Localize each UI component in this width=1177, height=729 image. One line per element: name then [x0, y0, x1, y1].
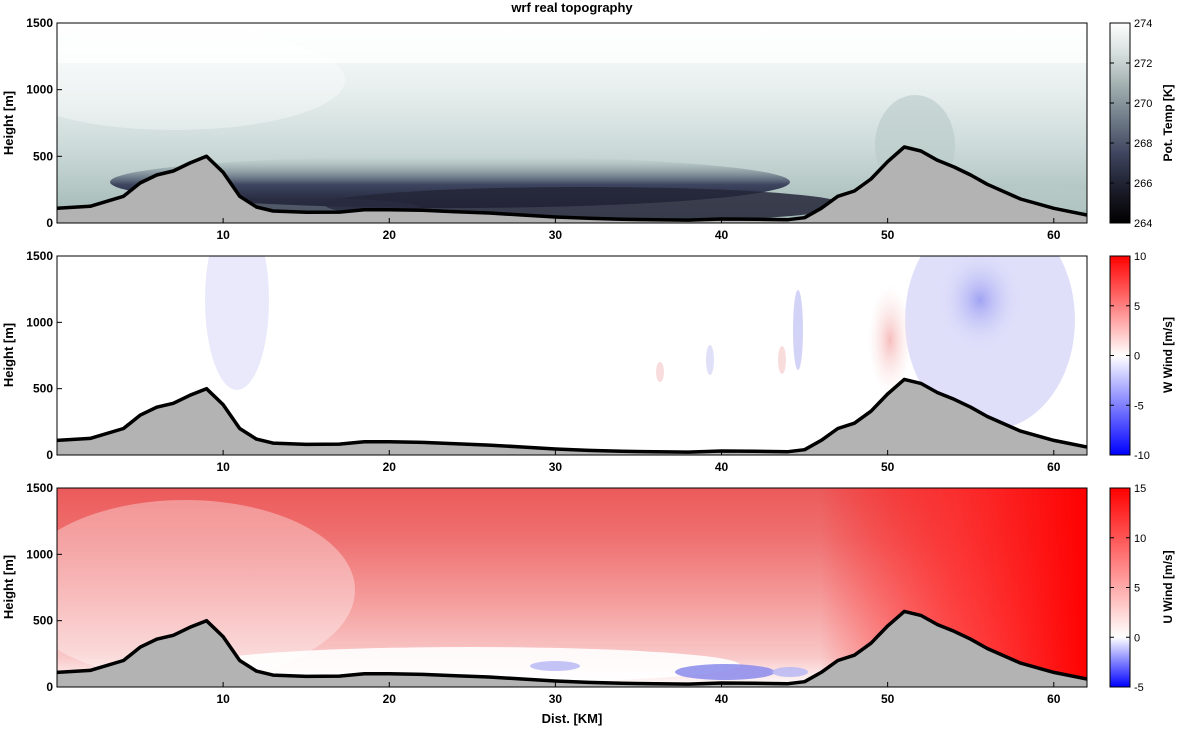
x-axis: 10 20 30 40 50 60 [216, 218, 1061, 242]
colorbar-tick-label: -5 [1134, 400, 1144, 412]
axes-frame [56, 255, 1088, 456]
x-tick-label: 60 [1047, 692, 1061, 706]
colorbar-tick-label: 270 [1134, 98, 1152, 110]
plot-area [57, 23, 1087, 223]
colorbar-ticks: 10 5 0 -5 -10 [1110, 251, 1150, 462]
weak-wind-region [57, 500, 355, 680]
colorbar-label: Pot. Temp [K] [1161, 84, 1175, 161]
reverse-flow-region [772, 667, 808, 677]
updraft-region [868, 285, 912, 395]
colorbar-tick-label: 0 [1134, 632, 1140, 644]
x-tick-label: 50 [881, 460, 895, 474]
x-axis-label: Dist. [KM] [542, 711, 603, 726]
terrain [57, 145, 1087, 223]
x-tick-label: 60 [1047, 460, 1061, 474]
terrain [57, 609, 1087, 687]
colorbar-label: W Wind [m/s] [1161, 317, 1175, 393]
x-tick-label: 50 [881, 692, 895, 706]
terrain-outline [57, 377, 1087, 454]
downdraft-region [793, 290, 803, 370]
colorbar: 15 10 5 0 -5 U Wind [m/s] [1109, 483, 1175, 694]
chart-title: wrf real topography [510, 0, 633, 15]
terrain [57, 377, 1087, 455]
y-tick-label: 0 [46, 216, 53, 230]
x-tick-label: 20 [383, 692, 397, 706]
y-tick-label: 500 [33, 614, 53, 628]
colorbar-ticks: 274 272 270 268 266 264 [1110, 18, 1152, 230]
colorbar-tick-label: 15 [1134, 483, 1146, 495]
y-axis: 0 500 1000 1500 [26, 249, 62, 462]
colorbar-tick-label: 5 [1134, 301, 1140, 313]
y-axis-label: Height [m] [1, 555, 16, 619]
y-tick-label: 500 [33, 149, 53, 163]
updraft-region [778, 346, 786, 374]
terrain-outline [57, 145, 1087, 222]
plot-area [57, 488, 1087, 687]
y-tick-label: 1500 [26, 249, 53, 263]
downdraft-region [706, 345, 714, 375]
colorbar-tick-label: 10 [1134, 251, 1146, 263]
y-axis: 0 500 1000 1500 [26, 16, 62, 230]
y-tick-label: 1500 [26, 16, 53, 30]
colorbar-tick-label: 268 [1134, 138, 1152, 150]
colorbar: 10 5 0 -5 -10 W Wind [m/s] [1109, 251, 1175, 462]
x-tick-label: 40 [715, 228, 729, 242]
x-tick-label: 50 [881, 228, 895, 242]
weak-wind-region [200, 647, 740, 683]
upper-layer [57, 30, 345, 130]
y-axis: 0 500 1000 1500 [26, 481, 62, 694]
colorbar-tick-label: 272 [1134, 58, 1152, 70]
colorbar-ticks: 15 10 5 0 -5 [1110, 483, 1146, 694]
terrain-outline [57, 609, 1087, 686]
y-tick-label: 0 [46, 448, 53, 462]
panel-potential-temperature: 0 500 1000 1500 10 20 30 40 50 60 Height [m] 274… [1, 16, 1175, 242]
upper-layer [57, 23, 1087, 63]
colorbar-tick-label: 264 [1134, 218, 1152, 230]
y-tick-label: 1000 [26, 315, 53, 329]
reverse-flow-region [675, 664, 775, 680]
colorbar-tick-label: 266 [1134, 178, 1152, 190]
axes-frame [56, 22, 1088, 224]
x-tick-label: 60 [1047, 228, 1061, 242]
x-tick-label: 20 [383, 460, 397, 474]
x-tick-label: 10 [216, 228, 230, 242]
x-tick-label: 10 [216, 460, 230, 474]
y-axis-label: Height [m] [1, 91, 16, 155]
y-tick-label: 1000 [26, 547, 53, 561]
downdraft-region [935, 256, 1025, 355]
y-axis-label: Height [m] [1, 323, 16, 387]
y-tick-label: 1500 [26, 481, 53, 495]
x-axis: 10 20 30 40 50 60 [216, 682, 1061, 706]
colorbar: 274 272 270 268 266 264 Pot. Temp [K] [1109, 18, 1175, 230]
colorbar-tick-label: 10 [1134, 533, 1146, 545]
x-tick-label: 20 [383, 228, 397, 242]
y-tick-label: 1000 [26, 83, 53, 97]
x-tick-label: 30 [549, 460, 563, 474]
y-tick-label: 0 [46, 680, 53, 694]
downdraft-region [205, 256, 269, 390]
colorbar-tick-label: 274 [1134, 18, 1152, 30]
x-tick-label: 10 [216, 692, 230, 706]
colorbar-tick-label: -10 [1134, 450, 1150, 462]
colorbar-tick-label: -5 [1134, 682, 1144, 694]
x-tick-label: 40 [715, 692, 729, 706]
x-tick-label: 30 [549, 228, 563, 242]
plot-area [57, 256, 1087, 455]
reverse-flow-region [530, 661, 580, 671]
axes-frame [56, 487, 1088, 688]
x-tick-label: 30 [549, 692, 563, 706]
colorbar-gradient [1109, 22, 1131, 224]
colorbar-tick-label: 5 [1134, 583, 1140, 595]
colorbar-label: U Wind [m/s] [1161, 550, 1175, 623]
x-axis: 10 20 30 40 50 60 [216, 450, 1061, 474]
y-tick-label: 500 [33, 382, 53, 396]
x-tick-label: 40 [715, 460, 729, 474]
colorbar-tick-label: 0 [1134, 351, 1140, 363]
updraft-region [656, 362, 664, 382]
